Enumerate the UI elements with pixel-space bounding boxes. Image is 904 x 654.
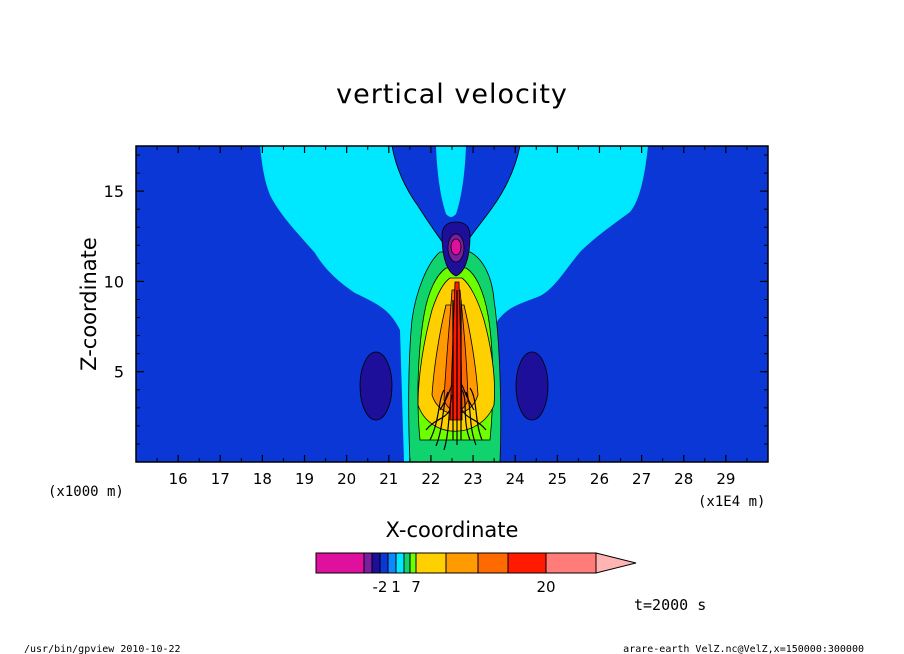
colorbar-segment bbox=[415, 552, 447, 574]
colorbar-label: -2 bbox=[373, 578, 388, 596]
colorbar: -2 1 7 20 bbox=[315, 552, 637, 596]
colorbar-label: 7 bbox=[411, 578, 421, 596]
x-axis: 16 17 18 19 20 21 22 23 24 25 26 27 28 29 bbox=[156, 146, 748, 488]
colorbar-segment bbox=[371, 552, 381, 574]
x-tick-label: 26 bbox=[590, 470, 609, 488]
x-tick-label: 19 bbox=[295, 470, 314, 488]
colorbar-extension bbox=[595, 552, 637, 574]
colorbar-segment bbox=[379, 552, 389, 574]
y-unit-label: (x1000 m) bbox=[48, 484, 124, 500]
y-axis: 5 10 15 bbox=[104, 154, 768, 445]
x-tick-label: 23 bbox=[464, 470, 483, 488]
colorbar-segment bbox=[315, 552, 365, 574]
y-tick-label: 5 bbox=[114, 363, 124, 382]
contour-band-cyan-wedge bbox=[436, 146, 466, 217]
colorbar-segment bbox=[545, 552, 597, 574]
x-unit-label: (x1E4 m) bbox=[698, 494, 765, 510]
colorbar-segment bbox=[395, 552, 405, 574]
x-tick-label: 27 bbox=[632, 470, 651, 488]
colorbar-segment bbox=[409, 552, 417, 574]
colorbar-segment bbox=[363, 552, 373, 574]
time-annotation: t=2000 s bbox=[634, 596, 706, 614]
x-tick-label: 29 bbox=[716, 470, 735, 488]
colorbar-label: 20 bbox=[536, 578, 555, 596]
x-tick-label: 25 bbox=[548, 470, 567, 488]
contour-cell-right bbox=[515, 351, 549, 421]
x-tick-label: 18 bbox=[253, 470, 272, 488]
x-tick-label: 22 bbox=[421, 470, 440, 488]
x-axis-label: X-coordinate bbox=[386, 518, 519, 542]
x-tick-label: 17 bbox=[211, 470, 230, 488]
colorbar-segment bbox=[507, 552, 547, 574]
footer-left: /usr/bin/gpview 2010-10-22 bbox=[24, 644, 181, 654]
contour-dense-lines bbox=[425, 290, 487, 451]
y-tick-label: 10 bbox=[104, 272, 124, 291]
y-tick-label: 15 bbox=[104, 182, 124, 201]
x-tick-label: 24 bbox=[506, 470, 525, 488]
contour-cell-left bbox=[359, 351, 393, 421]
colorbar-segment bbox=[477, 552, 509, 574]
colorbar-segment bbox=[445, 552, 479, 574]
x-tick-label: 20 bbox=[337, 470, 356, 488]
x-tick-label: 21 bbox=[379, 470, 398, 488]
footer-right: arare-earth_VelZ.nc@VelZ,x=150000:300000 bbox=[623, 644, 864, 654]
plot-area bbox=[135, 145, 769, 463]
x-tick-label: 16 bbox=[169, 470, 188, 488]
colorbar-segment bbox=[387, 552, 397, 574]
colorbar-label: 1 bbox=[391, 578, 401, 596]
y-axis-label: Z-coordinate bbox=[77, 237, 101, 371]
contour-band-magenta bbox=[450, 238, 462, 256]
chart-title: vertical velocity bbox=[336, 79, 568, 110]
colorbar-segment bbox=[403, 552, 411, 574]
x-tick-label: 28 bbox=[674, 470, 693, 488]
